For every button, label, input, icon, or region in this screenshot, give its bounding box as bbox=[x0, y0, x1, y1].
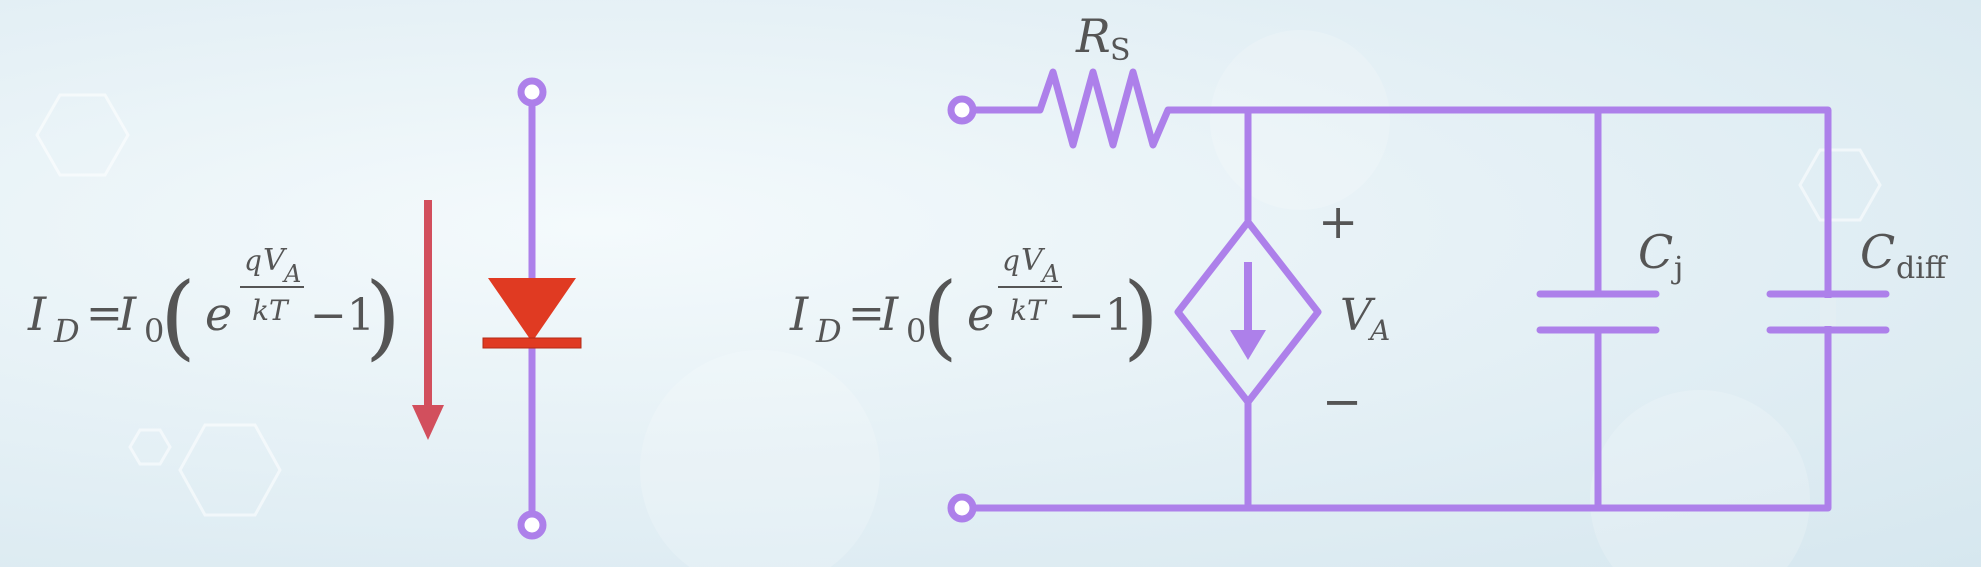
equivalent-circuit bbox=[970, 68, 1890, 512]
eq2-exp-den: kT bbox=[1010, 294, 1048, 327]
cdiff-label-main: C bbox=[1860, 225, 1895, 279]
eq2-minus-one: −1 bbox=[1068, 290, 1133, 341]
eq2-equals: = bbox=[848, 288, 885, 339]
eq-lhs-I: I bbox=[27, 287, 47, 341]
cj-label-main: C bbox=[1638, 225, 1673, 279]
eq2-open-paren: ( bbox=[922, 263, 958, 370]
eq2-e: e bbox=[967, 287, 994, 341]
diode-triangle bbox=[488, 278, 576, 342]
cdiff-label-sub: diff bbox=[1896, 251, 1949, 286]
eq2-lhs-sub: D bbox=[815, 312, 842, 350]
eq-exp-V: V bbox=[263, 243, 288, 278]
eq-exp-den: kT bbox=[252, 294, 290, 327]
eq2-exp-V: V bbox=[1021, 243, 1046, 278]
circuit-labels: R S + V A − C j C diff bbox=[1075, 9, 1949, 430]
current-arrow bbox=[412, 200, 444, 440]
cj-label-sub: j bbox=[1671, 251, 1683, 286]
circuit-terminal-top bbox=[947, 95, 977, 125]
rs-label-main: R bbox=[1075, 9, 1111, 63]
cdiff-gap-mask bbox=[1820, 298, 1836, 326]
left-diode-equation: I D = I 0 ( e q V A kT −1 ) bbox=[27, 243, 401, 370]
eq-exp-q: q bbox=[244, 244, 262, 277]
plus-sign: + bbox=[1318, 194, 1358, 250]
eq2-exp-q: q bbox=[1002, 244, 1020, 277]
diode-terminal-bottom bbox=[517, 510, 547, 540]
eq-e: e bbox=[205, 287, 232, 341]
source-current-arrow bbox=[1230, 262, 1266, 360]
eq-exp-Vsub: A bbox=[282, 260, 301, 288]
minus-sign: − bbox=[1322, 374, 1362, 430]
eq2-rhs-sub: 0 bbox=[906, 312, 926, 350]
eq2-rhs-I: I bbox=[879, 287, 899, 341]
right-diode-equation: I D = I 0 ( e q V A kT −1 ) bbox=[789, 243, 1159, 370]
eq-close-paren: ) bbox=[365, 263, 401, 370]
eq2-exp-Vsub: A bbox=[1040, 260, 1059, 288]
dependent-current-source bbox=[1174, 218, 1322, 406]
eq2-close-paren: ) bbox=[1123, 263, 1159, 370]
diode-symbol bbox=[482, 77, 582, 540]
eq-equals: = bbox=[86, 288, 123, 339]
diode-bar bbox=[482, 337, 582, 349]
eq-minus-one: −1 bbox=[310, 290, 375, 341]
eq2-lhs-I: I bbox=[789, 287, 809, 341]
va-label-main: V bbox=[1340, 290, 1376, 341]
eq-rhs-I: I bbox=[117, 287, 137, 341]
background-bubbles bbox=[640, 30, 1810, 567]
eq-lhs-sub: D bbox=[53, 312, 80, 350]
eq-open-paren: ( bbox=[160, 263, 196, 370]
resistor-rs bbox=[970, 68, 1832, 512]
eq-rhs-sub: 0 bbox=[144, 312, 164, 350]
background-hexagons bbox=[35, 93, 1882, 517]
rs-label-sub: S bbox=[1110, 33, 1131, 68]
circuit-terminal-bottom bbox=[947, 493, 977, 523]
va-label-sub: A bbox=[1367, 314, 1390, 347]
diode-terminal-top bbox=[517, 77, 547, 107]
